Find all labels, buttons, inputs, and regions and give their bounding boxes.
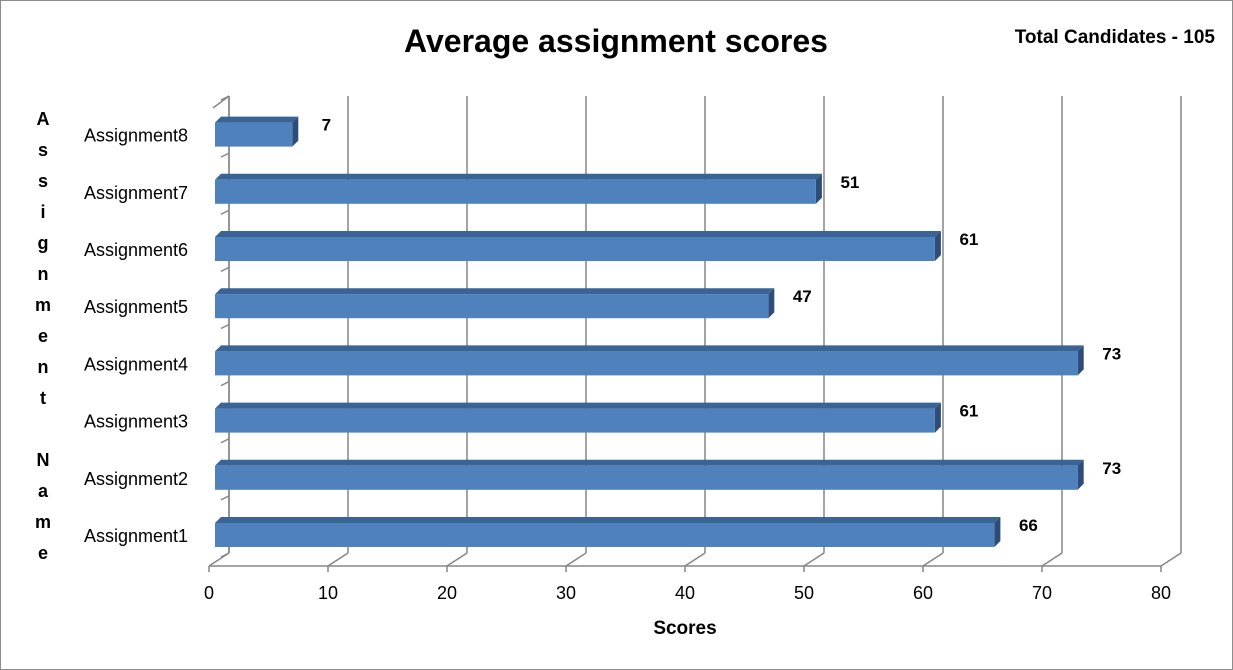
bar-side-face (1077, 345, 1084, 376)
floor-gridline (684, 552, 706, 567)
y-axis-label-letter: a (37, 481, 48, 501)
y-tick-mark (220, 209, 230, 215)
bar-assignment4 (215, 345, 1084, 376)
bar-side-face (934, 231, 941, 261)
x-tick-label: 10 (318, 583, 338, 603)
bar-front-face (215, 408, 935, 433)
x-tick-label: 0 (204, 583, 214, 603)
bar-top-face (215, 116, 299, 123)
bar-side-face (292, 116, 299, 147)
data-label: 61 (959, 230, 978, 249)
data-label: 47 (793, 287, 812, 306)
bar-top-face (215, 402, 941, 409)
x-tick-label: 20 (437, 583, 457, 603)
y-tick-mark (220, 438, 230, 444)
x-tick-label: 50 (794, 583, 814, 603)
category-label: Assignment3 (84, 412, 188, 432)
y-axis-label-letter: m (34, 512, 51, 532)
floor-gridline (803, 552, 825, 567)
bar-assignment6 (215, 231, 941, 261)
x-tick-label: 40 (675, 583, 695, 603)
floor-gridline (446, 552, 468, 567)
bar-assignment2 (215, 459, 1084, 490)
data-label: 7 (322, 116, 331, 135)
bar-side-face (934, 402, 941, 433)
y-tick-mark (220, 95, 230, 101)
labels: 0 10 20 30 40 50 60 70 80 Assignment1 66 Assignment… (84, 116, 1171, 603)
category-label: Assignment2 (84, 469, 188, 489)
bar-top-face (215, 173, 822, 180)
chart-title: Average assignment scores (404, 23, 828, 59)
category-label: Assignment8 (84, 126, 188, 146)
floor-gridline (327, 552, 349, 567)
bars (215, 116, 1084, 547)
category-label: Assignment7 (84, 183, 188, 203)
x-tick-label: 70 (1032, 583, 1052, 603)
x-tick-label: 80 (1151, 583, 1171, 603)
bar-front-face (215, 351, 1078, 376)
data-label: 51 (840, 173, 859, 192)
y-axis-label-letter: t (40, 388, 46, 408)
floor-gridline (1160, 552, 1182, 567)
bar-top-face (215, 345, 1084, 352)
floor-gridline (565, 552, 587, 567)
bar-front-face (215, 179, 816, 204)
y-tick-mark (220, 323, 230, 330)
bar-top-face (215, 288, 775, 295)
y-tick-mark (220, 266, 230, 273)
y-axis-label-letter (28, 414, 58, 445)
bar-side-face (994, 517, 1001, 547)
bar-side-face (1077, 459, 1084, 490)
y-axis-label-letter: N (36, 450, 50, 470)
x-tick-label: 60 (913, 583, 933, 603)
y-tick-mark (220, 380, 230, 387)
y-axis-label-letter: n (37, 357, 49, 377)
data-label: 73 (1102, 344, 1121, 363)
y-axis-label-letter: g (37, 233, 49, 253)
bar-assignment3 (215, 402, 941, 433)
data-label: 66 (1019, 516, 1038, 535)
y-axis-label-letter: s (37, 140, 48, 160)
x-tick-label: 30 (556, 583, 576, 603)
bar-top-face (215, 517, 1001, 523)
bar-front-face (215, 237, 935, 261)
bar-assignment1 (215, 517, 1001, 547)
gridlines (208, 96, 1182, 567)
data-label: 61 (959, 402, 978, 421)
category-label: Assignment4 (84, 354, 188, 374)
category-label: Assignment6 (84, 240, 188, 260)
bar-assignment5 (215, 288, 775, 319)
floor-gridline (1041, 552, 1063, 567)
y-axis-label-letter: e (37, 543, 48, 563)
y-axis-label-letter: A (36, 109, 50, 129)
y-tick-mark (220, 152, 230, 158)
bar-front-face (215, 465, 1078, 490)
y-tick-mark (220, 552, 230, 558)
bar-side-face (768, 288, 775, 319)
category-label: Assignment1 (84, 526, 188, 546)
total-candidates-note: Total Candidates - 105 (1015, 27, 1216, 48)
bar-assignment7 (215, 173, 822, 204)
floor-gridline (922, 552, 944, 567)
bar-top-face (215, 459, 1084, 466)
bar-front-face (215, 294, 769, 319)
y-axis-label-letter: n (37, 264, 49, 284)
bar-front-face (215, 523, 995, 547)
category-label: Assignment5 (84, 297, 188, 317)
y-axis-label-letter: e (37, 326, 48, 346)
bar-top-face (215, 231, 941, 237)
bar-side-face (815, 173, 822, 204)
y-axis-label-letter: m (34, 295, 51, 315)
bar-assignment8 (215, 116, 299, 147)
axes (208, 95, 1162, 572)
y-axis-label-letter: i (40, 202, 46, 222)
y-axis-label-letter: s (37, 171, 48, 191)
y-tick-mark (220, 495, 230, 501)
x-axis-label: Scores (653, 618, 716, 639)
data-label: 73 (1102, 459, 1121, 478)
bar-front-face (215, 122, 293, 147)
